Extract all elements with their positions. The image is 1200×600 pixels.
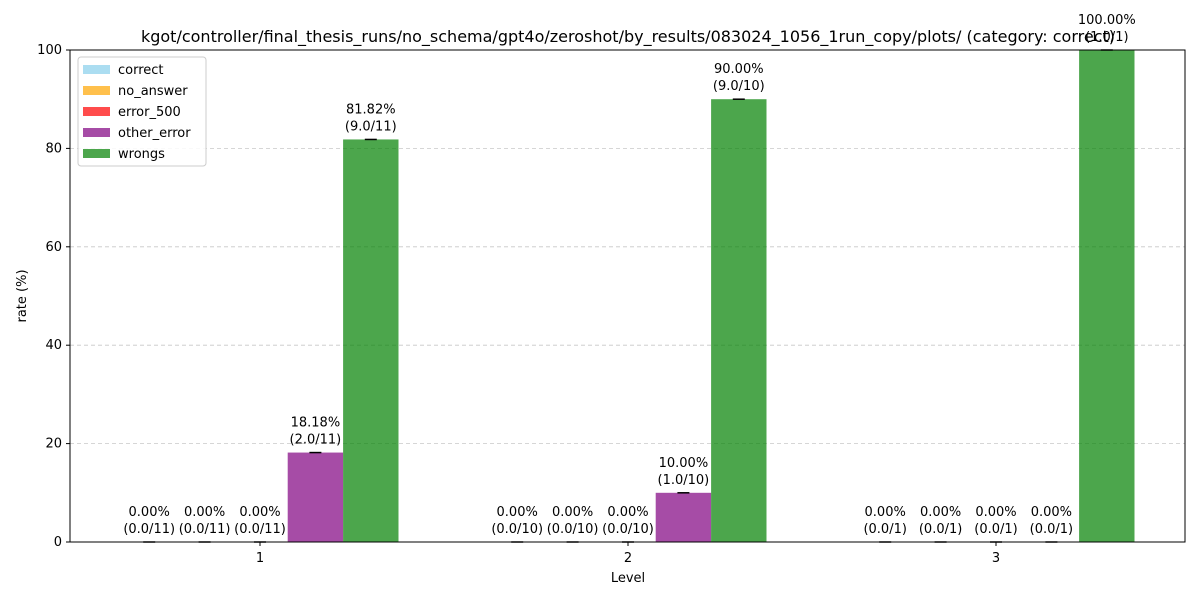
x-tick-label: 3: [992, 551, 1000, 566]
data-label-count: (0.0/1): [1030, 522, 1073, 537]
legend-label-error_500: error_500: [118, 105, 181, 120]
data-label-percent: 0.00%: [552, 505, 593, 520]
data-label-count: (9.0/11): [345, 119, 397, 134]
legend-swatch-other_error: [83, 128, 110, 137]
data-label-percent: 0.00%: [865, 505, 906, 520]
grid-lines: [70, 147, 1185, 445]
y-tick-label: 0: [54, 535, 62, 550]
y-axis-label: rate (%): [15, 269, 30, 322]
legend-swatch-no_answer: [83, 86, 110, 95]
plot-frame: [69, 49, 1186, 543]
data-label-percent: 0.00%: [1031, 505, 1072, 520]
data-label-count: (0.0/10): [602, 522, 654, 537]
y-tick-label: 20: [45, 437, 62, 452]
data-label-count: (0.0/10): [547, 522, 599, 537]
data-label-percent: 90.00%: [714, 62, 764, 77]
y-tick-label: 80: [45, 141, 62, 156]
y-tick-label: 40: [45, 338, 62, 353]
data-label-percent: 10.00%: [659, 456, 709, 471]
data-label-count: (0.0/10): [491, 522, 543, 537]
x-tick-label: 2: [624, 551, 632, 566]
bar-wrongs-level-3: [1079, 50, 1135, 542]
data-label-count: (1.0/10): [658, 473, 710, 488]
y-axis: 0 20 40 60 80 100: [37, 43, 70, 550]
data-label-percent: 0.00%: [184, 505, 225, 520]
data-label-percent: 0.00%: [920, 505, 961, 520]
x-axis: 1 2 3: [256, 542, 1000, 566]
legend-label-no_answer: no_answer: [118, 84, 188, 99]
data-label-count: (2.0/11): [290, 433, 342, 448]
data-label-percent: 81.82%: [346, 102, 396, 117]
data-label-count: (0.0/1): [863, 522, 906, 537]
data-label-percent: 0.00%: [129, 505, 170, 520]
legend-label-wrongs: wrongs: [118, 147, 165, 162]
bars: [143, 49, 1135, 543]
data-label-count: (0.0/11): [179, 522, 231, 537]
data-label-percent: 18.18%: [291, 416, 341, 431]
legend-label-other_error: other_error: [118, 126, 191, 141]
data-label-percent: 0.00%: [239, 505, 280, 520]
legend-swatch-correct: [83, 65, 110, 74]
data-label-count: (0.0/11): [234, 522, 286, 537]
data-label-count: (0.0/1): [919, 522, 962, 537]
legend-swatch-error_500: [83, 107, 110, 116]
x-axis-label: Level: [611, 571, 645, 586]
data-labels: 0.00% (0.0/11) 0.00% (0.0/10) 0.00% (0.0/1) 0.…: [123, 13, 1135, 537]
bar-wrongs-level-1: [343, 139, 399, 542]
y-tick-label: 100: [37, 43, 62, 58]
data-label-percent: 100.00%: [1078, 13, 1136, 28]
y-tick-label: 60: [45, 240, 62, 255]
legend: correct no_answer error_500 other_errorwron…: [77, 56, 207, 167]
legend-label-correct: correct: [118, 63, 164, 78]
data-label-count: (0.0/11): [123, 522, 175, 537]
bar-other_error-level-1: [287, 452, 344, 542]
bar-wrongs-level-2: [711, 99, 767, 542]
legend-swatch-wrongs: [83, 149, 110, 158]
data-label-percent: 0.00%: [497, 505, 538, 520]
data-label-count: (9.0/10): [713, 79, 765, 94]
legend-box: [77, 56, 207, 167]
data-label-count: (1.0/1): [1085, 30, 1128, 45]
data-label-percent: 0.00%: [975, 505, 1016, 520]
x-tick-label: 1: [256, 551, 264, 566]
data-label-count: (0.0/1): [974, 522, 1017, 537]
chart-title: kgot/controller/final_thesis_runs/no_sch…: [141, 27, 1115, 47]
data-label-percent: 0.00%: [607, 505, 648, 520]
bar-other_error-level-2: [655, 492, 712, 542]
